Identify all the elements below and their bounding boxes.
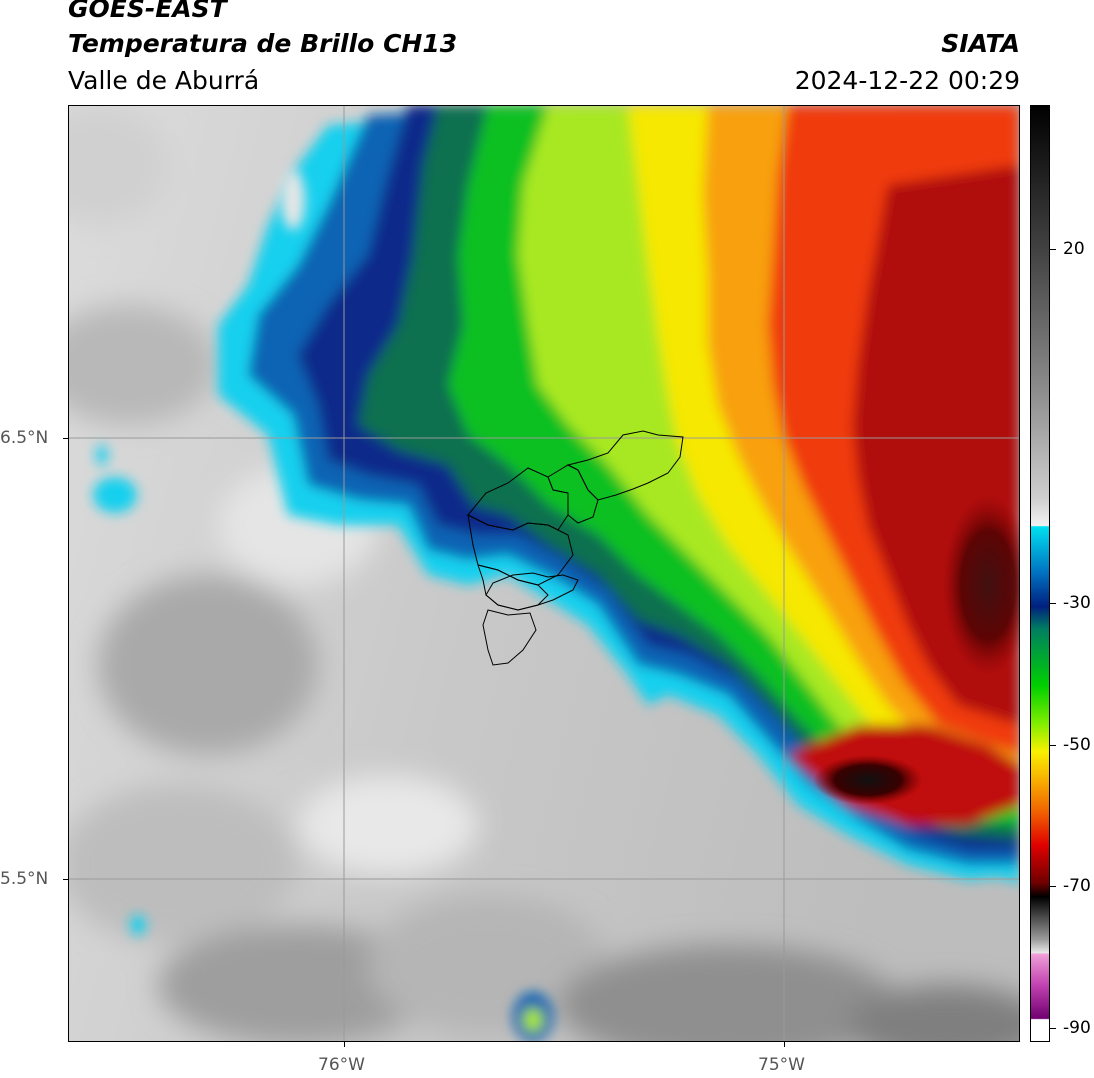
y-label-6-5n: 6.5°N — [0, 428, 49, 448]
region-label: Valle de Aburrá — [68, 66, 260, 95]
colorbar-label-minus30: -30 — [1063, 593, 1091, 613]
y-label-5-5n: 5.5°N — [0, 869, 49, 889]
cold-cloud-shield — [218, 105, 1020, 883]
satellite-title: GOES-EAST — [68, 0, 227, 23]
municipality-outline — [566, 430, 684, 501]
colorbar-label-minus50: -50 — [1063, 735, 1091, 755]
product-title: Temperatura de Brillo CH13 — [68, 29, 458, 58]
municipality-outline — [485, 572, 579, 611]
municipality-outline — [482, 609, 537, 666]
colorbar-tick — [1050, 886, 1056, 887]
colorbar-tick — [1050, 1028, 1056, 1029]
x-label-76w: 76°W — [318, 1055, 365, 1075]
temperature-colorbar — [1030, 105, 1050, 1042]
graticule — [68, 105, 1020, 1042]
colorbar-tick — [1050, 249, 1056, 250]
warm-surface-texture — [68, 105, 1020, 1042]
colorbar-label-20: 20 — [1063, 239, 1085, 259]
agency-label: SIATA — [941, 29, 1020, 58]
y-tick-5-5n — [63, 879, 68, 880]
colorbar-label-minus70: -70 — [1063, 876, 1091, 896]
y-tick-6-5n — [63, 438, 68, 439]
datetime-label: 2024-12-22 00:29 — [794, 66, 1020, 95]
municipal-boundaries — [467, 430, 684, 666]
x-tick-76w — [344, 1042, 345, 1047]
overshooting-top-core — [813, 755, 923, 805]
map-frame — [68, 105, 1020, 1042]
colorbar-tick — [1050, 745, 1056, 746]
brightness-temperature-map — [68, 105, 1020, 1042]
x-label-75w: 75°W — [758, 1055, 805, 1075]
x-tick-75w — [784, 1042, 785, 1047]
isolated-cloud-cells — [93, 170, 553, 1042]
colorbar-label-minus90: -90 — [1063, 1018, 1091, 1038]
cold-core-east — [943, 495, 1020, 675]
colorbar-tick — [1050, 603, 1056, 604]
